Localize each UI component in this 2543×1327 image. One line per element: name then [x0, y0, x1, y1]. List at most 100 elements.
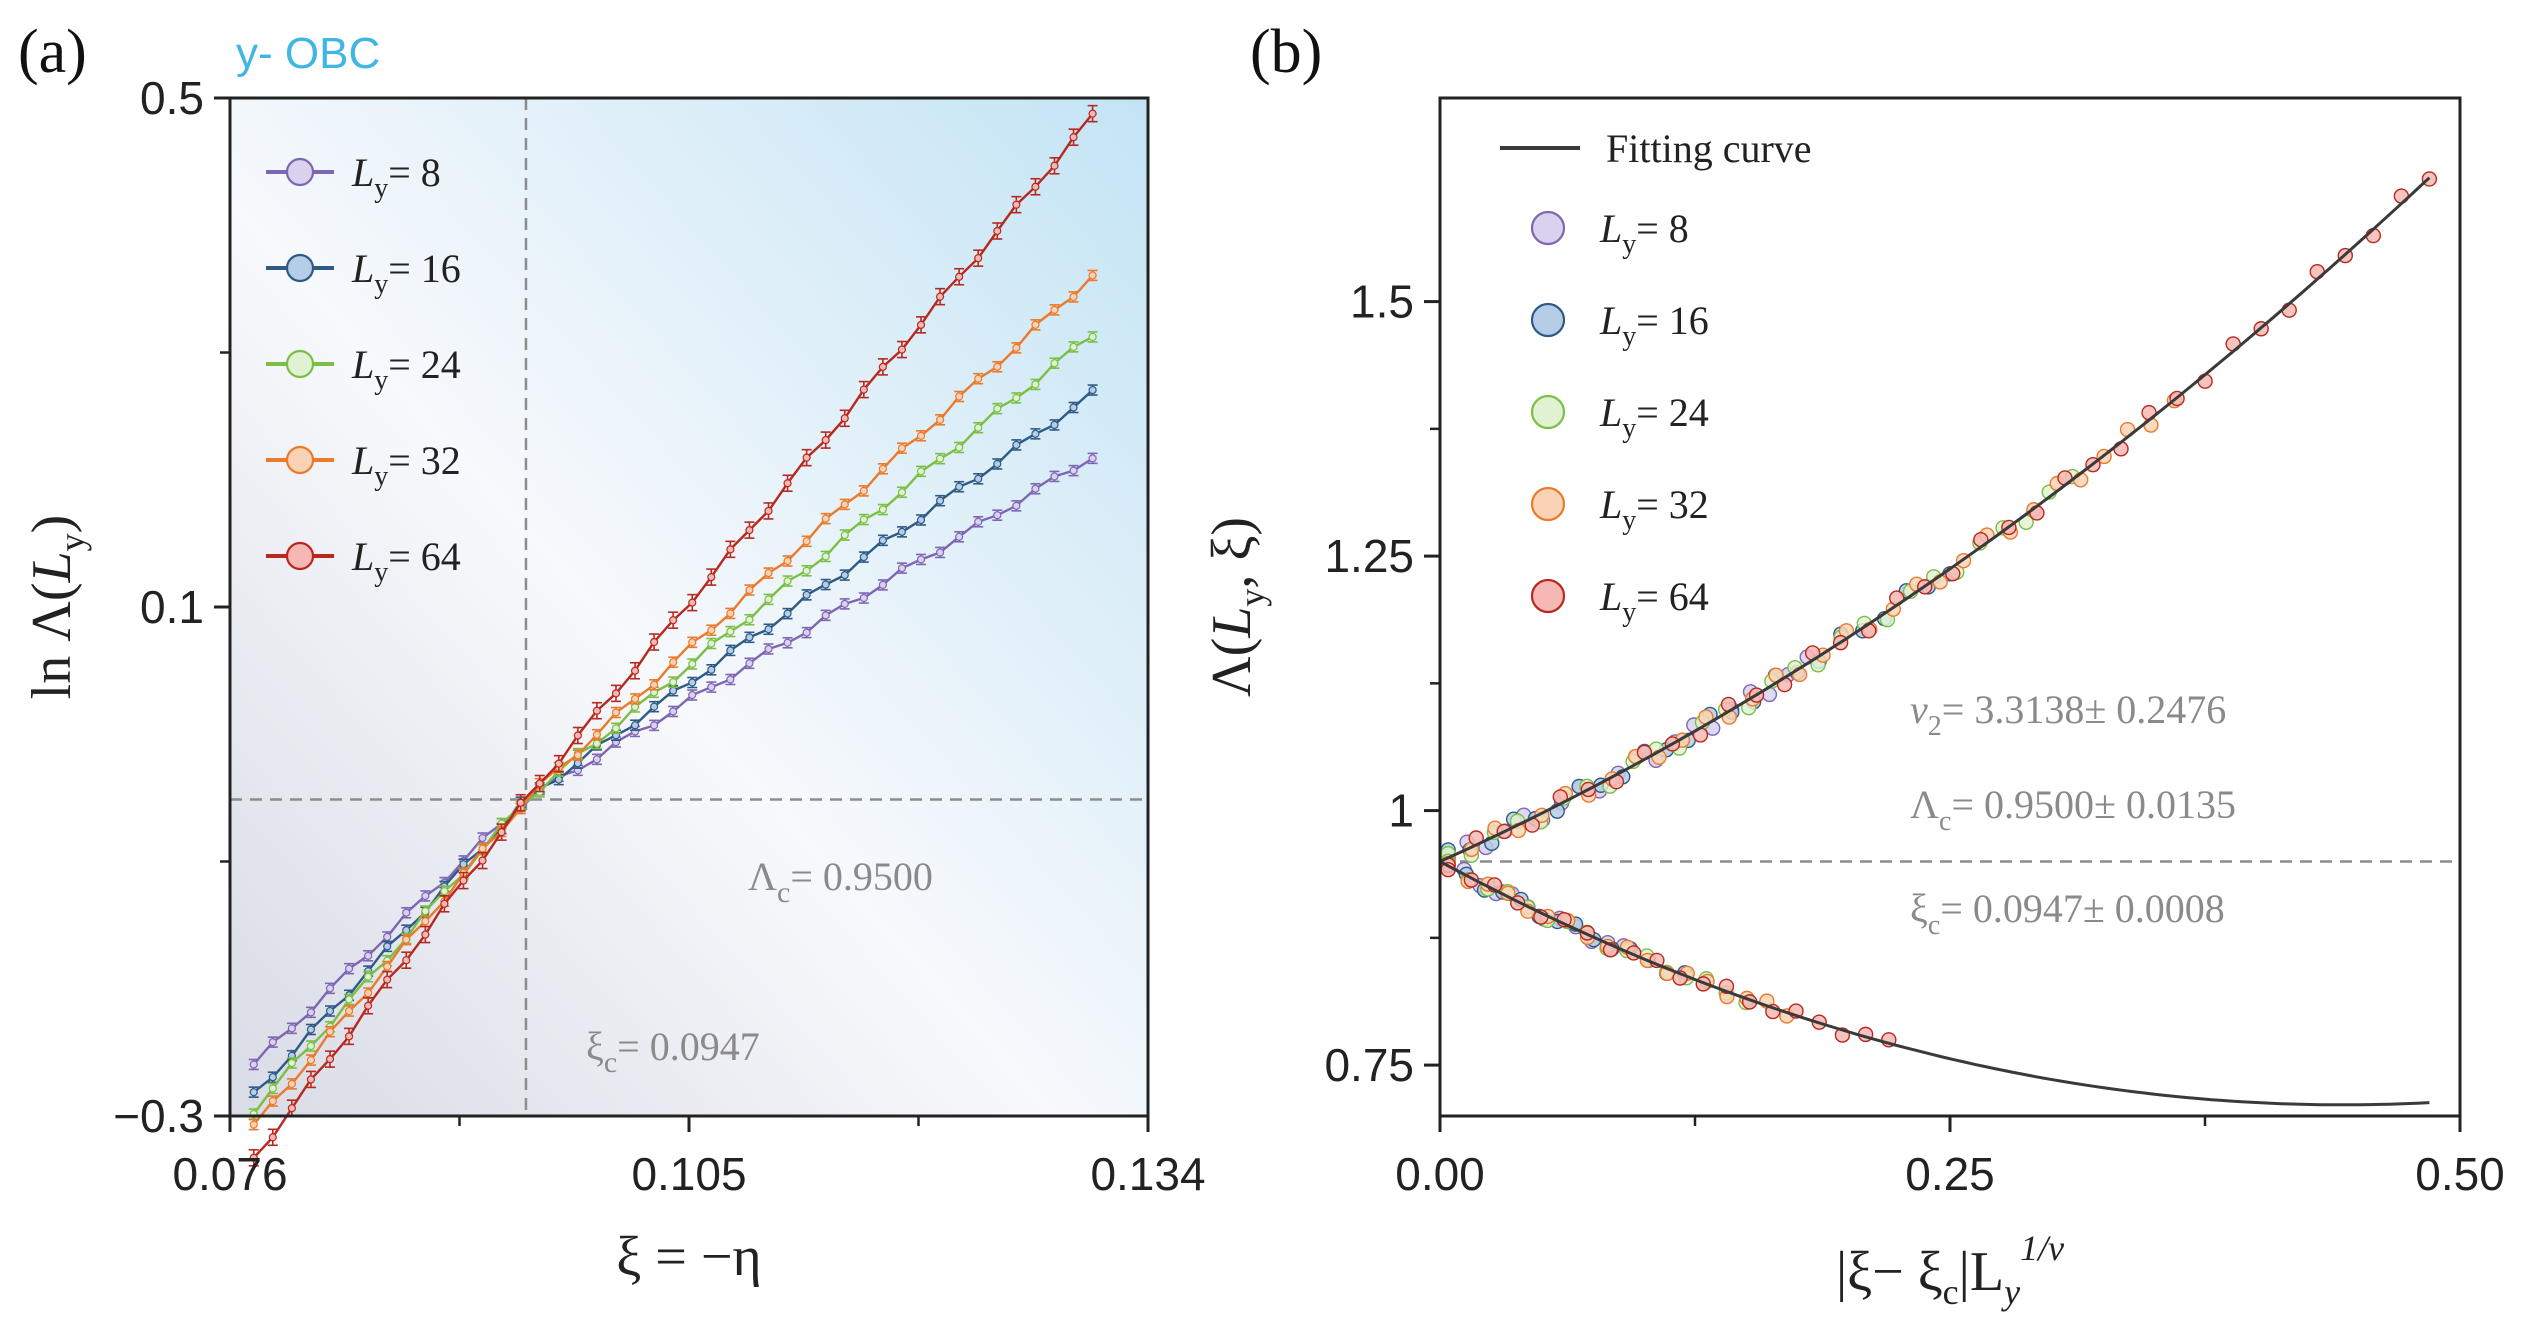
series-a-Ly64 [248, 104, 1098, 1167]
data-point [364, 988, 373, 998]
data-point [878, 505, 887, 514]
x-tick-label-b: 0.25 [1905, 1148, 1995, 1200]
data-point [592, 730, 602, 739]
data-point [688, 678, 697, 687]
y-axis-title-b: Λ(Ly, ξ) [1201, 517, 1272, 697]
data-point [325, 984, 335, 993]
data-point [1050, 472, 1059, 481]
data-point [1088, 109, 1097, 118]
data-point [916, 320, 926, 329]
data-point [726, 646, 735, 655]
data-point [955, 272, 964, 281]
data-point [402, 956, 411, 965]
data-point [802, 453, 811, 462]
legend-a-entry-Ly32: Ly= 32 [266, 438, 461, 492]
data-point [344, 1006, 354, 1016]
panel-b-label: (b) [1250, 18, 1322, 86]
legend-b-entry-Ly24-marker [1530, 394, 1566, 430]
data-point [383, 932, 392, 942]
data-point [402, 935, 411, 944]
data-point [383, 962, 392, 971]
data-point [1069, 342, 1078, 351]
data-point [916, 431, 926, 440]
y-tick-label-b: 1.25 [1324, 530, 1414, 582]
data-point [897, 563, 907, 573]
legend-a-entry-Ly24-text: Ly= 24 [351, 342, 461, 396]
data-point [1050, 305, 1059, 314]
data-point [783, 609, 792, 618]
data-point [402, 926, 411, 935]
data-point [669, 616, 678, 625]
data-point [821, 580, 830, 589]
data-point [878, 536, 887, 545]
data-point [897, 444, 907, 453]
data-point [516, 798, 525, 807]
data-point [573, 751, 582, 760]
data-point [364, 972, 373, 981]
data-point [630, 721, 640, 730]
data-point [1069, 466, 1078, 475]
data-point [364, 951, 373, 960]
legend-b-entry-Ly8: Ly= 8 [1530, 206, 1689, 260]
data-point [287, 1058, 296, 1068]
data-point [726, 675, 735, 684]
legend-b-entry-Ly64-marker [1530, 578, 1566, 614]
lambda-c-annotation: Λc= 0.9500 [748, 854, 933, 909]
data-point [611, 724, 621, 733]
data-point [554, 775, 563, 784]
legend-b-entry-Ly16: Ly= 16 [1530, 298, 1709, 352]
data-point [688, 690, 697, 700]
legend-b-fit-entry: Fitting curve [1500, 126, 1812, 171]
x-axis-title-a: ξ = −η [616, 1226, 761, 1288]
data-point [935, 548, 945, 557]
legend-a-entry-Ly32-text: Ly= 32 [351, 438, 461, 492]
data-point [821, 435, 830, 445]
data-point [478, 856, 487, 865]
data-point [249, 1060, 258, 1069]
data-point [306, 1056, 316, 1065]
data-point [859, 486, 868, 496]
data-point [611, 689, 621, 698]
data-point [859, 552, 868, 562]
nu-annotation: ν2= 3.3138± 0.2476 [1910, 687, 2226, 742]
data-point [249, 1120, 258, 1129]
data-point [897, 527, 907, 536]
data-point [707, 573, 716, 582]
data-point [859, 385, 868, 394]
fit-curve-upper [1439, 176, 2431, 863]
data-point [993, 226, 1002, 236]
legend-b: Fitting curve Ly= 8 Ly= 16 Ly= 24 Ly= 32 Ly= … [1500, 126, 1812, 628]
data-point [707, 665, 716, 674]
data-point [745, 585, 754, 595]
data-point [459, 860, 468, 869]
data-point [821, 514, 830, 523]
data-point [1088, 332, 1097, 342]
data-point [878, 580, 887, 590]
data-point [592, 706, 602, 715]
data-point [802, 537, 811, 546]
panel-a-label: (a) [18, 18, 87, 86]
data-point [1012, 343, 1021, 352]
boundary-condition-tag: y- OBC [236, 29, 380, 78]
x-axis-title-b: |ξ− ξc|Ly1/ν [1836, 1228, 2064, 1312]
data-point [974, 517, 983, 526]
data-point [726, 609, 735, 618]
y-tick-label-a: 0.1 [140, 581, 204, 633]
data-point [287, 1079, 296, 1089]
data-point [916, 467, 926, 476]
legend-a-entry-Ly16: Ly= 16 [266, 246, 461, 300]
legend-a-entry-Ly16-marker [285, 253, 315, 283]
data-point [459, 876, 468, 885]
y-tick-label-b: 0.75 [1324, 1039, 1414, 1091]
data-point [306, 1008, 316, 1017]
data-point [764, 625, 773, 634]
data-point [935, 496, 945, 505]
data-point [993, 459, 1002, 469]
data-point [783, 556, 792, 566]
data-point [554, 759, 563, 768]
data-point [383, 975, 392, 984]
legend-a-entry-Ly8-text: Ly= 8 [351, 150, 441, 204]
data-point [268, 1084, 277, 1093]
y-axis-title-a: ln Λ(Ly) [21, 515, 92, 700]
data-point [611, 708, 621, 717]
